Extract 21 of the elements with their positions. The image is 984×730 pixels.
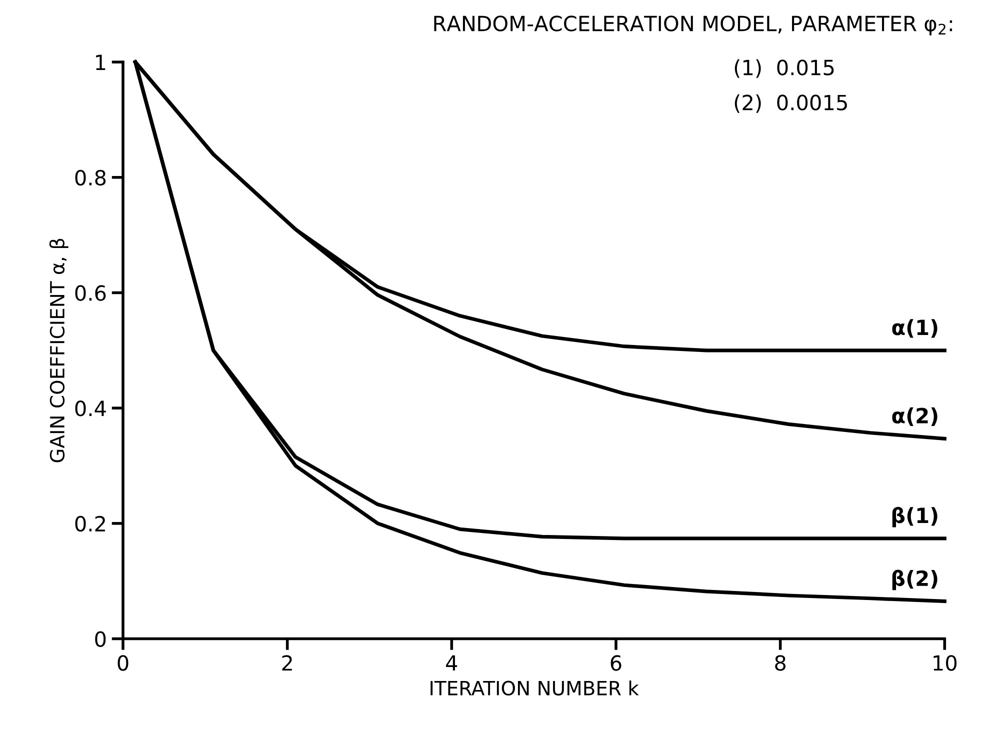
x-tick-label: 2 [282, 655, 292, 671]
series-label: α(2) [892, 407, 938, 426]
annotation: (2) 0.0015 [734, 94, 847, 113]
series-label: β(2) [892, 570, 938, 590]
y-axis-title: GAIN COEFFICIENT α, β [49, 238, 68, 462]
y-tick-label: 0.6 [75, 285, 106, 301]
x-tick-label: 6 [610, 655, 622, 671]
y-tick-label: 0.8 [75, 170, 106, 186]
x-axis-title: ITERATION NUMBER k [430, 680, 639, 696]
y-tick-label: 0.2 [75, 516, 105, 532]
x-tick-label: 8 [775, 655, 786, 671]
y-tick-label: 0 [95, 631, 106, 647]
x-tick-label: 4 [446, 655, 458, 671]
x-tick-label: 0 [118, 655, 128, 671]
y-tick-label: 1 [96, 54, 106, 70]
y-tick-label: 0.4 [75, 400, 106, 416]
series-label: α(1) [892, 319, 938, 338]
annotation: (1) 0.015 [734, 59, 834, 78]
series-label: β(1) [892, 506, 938, 528]
x-tick-label: 10 [934, 655, 957, 671]
chart-title: RANDOM-ACCELERATION MODEL, PARAMETER φ$_{2}$: [434, 16, 952, 36]
